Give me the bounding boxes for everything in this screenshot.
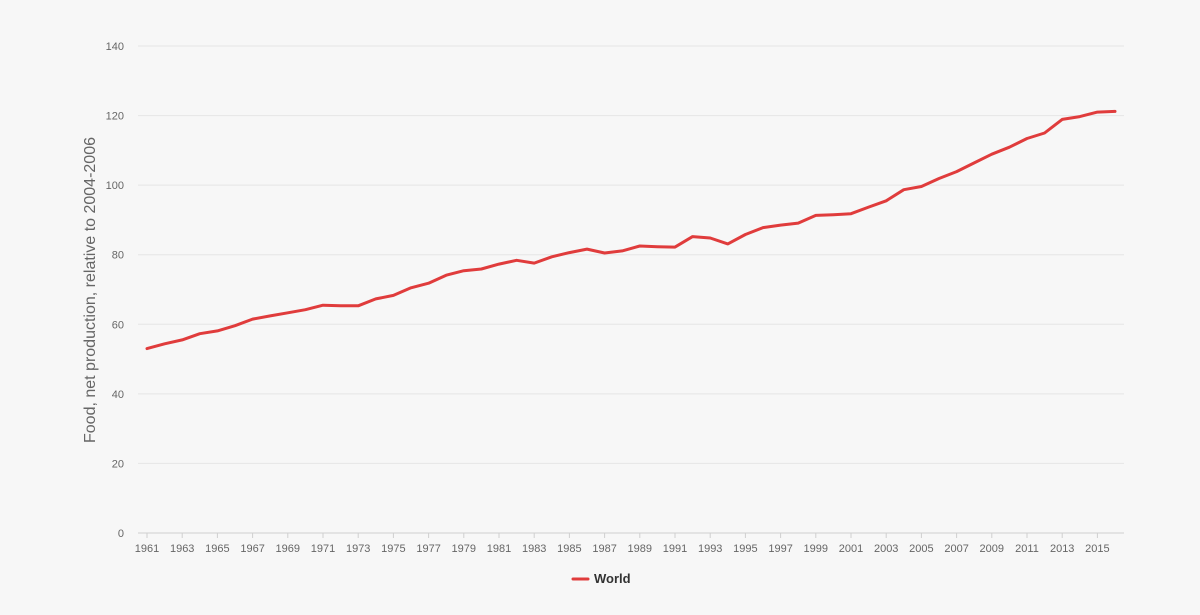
x-tick-label: 1975 xyxy=(381,543,405,555)
y-tick-label: 40 xyxy=(112,389,124,401)
x-tick-label: 1987 xyxy=(592,543,616,555)
x-tick-label: 1981 xyxy=(487,543,511,555)
x-tick-label: 1963 xyxy=(170,543,194,555)
x-tick-label: 1961 xyxy=(135,543,159,555)
legend[interactable]: World xyxy=(571,571,631,586)
y-tick-label: 140 xyxy=(106,41,124,53)
x-tick-label: 2013 xyxy=(1050,543,1074,555)
x-tick-label: 1967 xyxy=(240,543,264,555)
x-axis-ticks: 1961 1963 1965 1967 1969 1971 1973 1975 1977 1979… xyxy=(135,533,1110,555)
x-tick-label: 1973 xyxy=(346,543,370,555)
x-tick-label: 1989 xyxy=(628,543,652,555)
series-lines xyxy=(145,109,1117,351)
x-tick-label: 1991 xyxy=(663,543,687,555)
x-tick-label: 2007 xyxy=(944,543,968,555)
x-tick-label: 1965 xyxy=(205,543,229,555)
x-tick-label: 2009 xyxy=(980,543,1004,555)
gridlines xyxy=(138,45,1124,534)
x-tick-label: 1979 xyxy=(452,543,476,555)
y-tick-label: 100 xyxy=(106,180,124,192)
x-tick-label: 1999 xyxy=(804,543,828,555)
y-tick-label: 80 xyxy=(112,250,124,262)
x-tick-label: 2003 xyxy=(874,543,898,555)
x-tick-label: 1983 xyxy=(522,543,546,555)
x-tick-label: 1985 xyxy=(557,543,581,555)
legend-item-world[interactable]: World xyxy=(571,571,631,586)
x-tick-label: 2011 xyxy=(1015,543,1039,555)
x-tick-label: 2015 xyxy=(1085,543,1109,555)
legend-label: World xyxy=(594,571,631,586)
x-tick-label: 2001 xyxy=(839,543,863,555)
x-tick-label: 1993 xyxy=(698,543,722,555)
x-tick-label: 1969 xyxy=(276,543,300,555)
y-tick-label: 20 xyxy=(112,458,124,470)
y-tick-label: 60 xyxy=(112,319,124,331)
x-tick-label: 1971 xyxy=(311,543,335,555)
y-axis-label: Food, net production, relative to 2004-2… xyxy=(82,137,99,443)
y-tick-label: 0 xyxy=(118,528,124,540)
x-tick-label: 1995 xyxy=(733,543,757,555)
x-tick-label: 1977 xyxy=(416,543,440,555)
x-tick-label: 1997 xyxy=(768,543,792,555)
x-tick-label: 2005 xyxy=(909,543,933,555)
series-line-world[interactable] xyxy=(145,109,1117,351)
y-tick-label: 120 xyxy=(106,111,124,123)
y-axis-ticks: 0 20 40 60 80 100 120 140 xyxy=(106,41,124,540)
